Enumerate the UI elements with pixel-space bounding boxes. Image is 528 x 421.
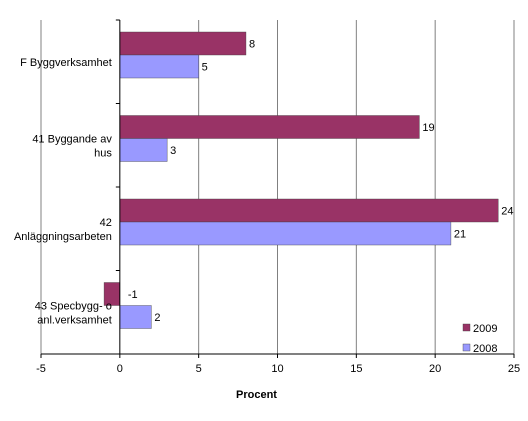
data-label: 19: [422, 122, 434, 134]
data-label: -1: [128, 289, 138, 301]
data-labels: 8 5 19 3 24 21 -1 2: [128, 39, 514, 325]
bar: [119, 31, 247, 56]
bar: [119, 305, 152, 329]
category-labels: F Byggverksamhet 41 Byggande av hus 42 Anläg…: [14, 57, 112, 327]
legend-label: 2008: [473, 343, 497, 355]
legend-label: 2009: [473, 323, 497, 335]
x-tick-label: 25: [508, 363, 520, 375]
x-tick-label: -5: [36, 363, 46, 375]
data-label: 8: [249, 39, 255, 51]
bar: [119, 138, 168, 162]
bars: [103, 31, 499, 329]
bar: [119, 198, 499, 223]
legend-swatch: [462, 343, 471, 352]
data-label: 5: [202, 62, 208, 74]
category-label: 41 Byggande av hus: [32, 133, 112, 159]
category-label: F Byggverksamhet: [20, 57, 112, 69]
category-label: 42 Anläggningsarbeten: [14, 217, 112, 243]
data-label: 24: [501, 206, 513, 218]
x-tick-label: 20: [429, 363, 441, 375]
x-ticks: -5 0 5 10 15 20 25: [36, 354, 520, 375]
x-tick-label: 15: [350, 363, 362, 375]
bar: [119, 115, 420, 139]
data-label: 21: [454, 229, 466, 241]
data-label: 3: [170, 145, 176, 157]
bar: [119, 221, 452, 246]
x-tick-label: 0: [117, 363, 123, 375]
category-label: 43 Specbygg- o anl.verksamhet: [35, 300, 112, 326]
x-tick-label: 5: [196, 363, 202, 375]
x-axis-title: Procent: [236, 389, 277, 401]
legend-swatch: [462, 323, 471, 332]
bar: [119, 54, 199, 79]
legend: 2009 2008: [462, 323, 497, 355]
x-tick-label: 10: [271, 363, 283, 375]
data-label: 2: [154, 312, 160, 324]
